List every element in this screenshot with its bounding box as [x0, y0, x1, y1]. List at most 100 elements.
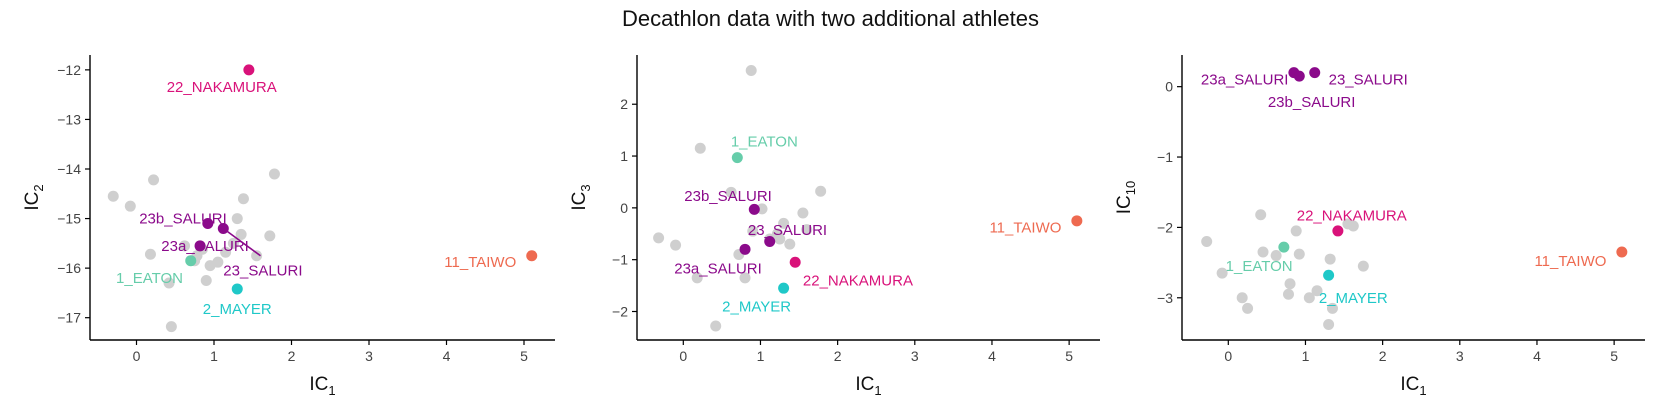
- x-tick-label: 5: [1610, 348, 1618, 364]
- background-point: [710, 320, 722, 332]
- point-label-saluri23b: 23b_SALURI: [684, 188, 772, 205]
- y-axis-subscript: 2: [31, 184, 46, 191]
- point-label-mayer: 2_MAYER: [1319, 290, 1388, 307]
- background-point: [268, 168, 280, 180]
- y-tick-label: −15: [57, 211, 81, 227]
- background-point: [1282, 288, 1294, 300]
- background-point: [1357, 260, 1369, 272]
- point-label-saluri23: 23_SALURI: [748, 222, 827, 239]
- y-tick-label: −2: [1157, 219, 1173, 235]
- background-point: [1324, 253, 1336, 265]
- highlight-point-saluri23: [217, 222, 229, 234]
- background-point: [745, 65, 757, 77]
- highlight-point-saluri23: [1309, 67, 1321, 79]
- x-tick-label: 4: [443, 348, 451, 364]
- x-tick-label: 4: [1533, 348, 1541, 364]
- highlight-point-saluri23a: [194, 240, 206, 252]
- highlight-point-taiwo: [526, 250, 538, 262]
- panel-ic2-vs-ic1: 0 1 2 3 4 5 −17 −16 −15 −14 −13 −12 IC1 IC2 1_EATON 2_M…: [22, 55, 555, 398]
- highlight-point-saluri23b: [1293, 70, 1305, 82]
- highlight-point-eaton: [731, 152, 743, 164]
- background-point: [694, 142, 706, 154]
- highlight-point-taiwo: [1616, 246, 1628, 258]
- point-label-saluri23a: 23a_SALURI: [1201, 72, 1289, 89]
- background-point: [179, 240, 191, 252]
- background-point: [227, 237, 239, 249]
- y-tick-label: −16: [57, 260, 81, 276]
- background-point: [1347, 220, 1359, 232]
- point-label-mayer: 2_MAYER: [722, 298, 791, 315]
- background-point: [739, 272, 751, 284]
- x-tick-label: 4: [988, 348, 996, 364]
- background-point: [1284, 278, 1296, 290]
- background-point: [784, 238, 796, 250]
- background-point: [231, 213, 243, 225]
- background-point: [774, 233, 786, 245]
- point-label-taiwo: 11_TAIWO: [444, 254, 516, 271]
- y-tick-label: −17: [57, 310, 81, 326]
- background-point: [1242, 302, 1254, 314]
- highlight-point-taiwo: [1071, 215, 1083, 227]
- background-point: [1216, 267, 1228, 279]
- highlight-point-saluri23: [764, 236, 776, 248]
- y-axis-title: IC2: [22, 184, 46, 210]
- point-label-nakamura: 22_NAKAMURA: [1297, 207, 1407, 224]
- background-point: [1326, 302, 1338, 314]
- background-point: [107, 190, 119, 202]
- highlight-point-nakamura: [789, 256, 801, 268]
- background-point: [797, 207, 809, 219]
- point-label-eaton: 1_EATON: [1226, 258, 1293, 275]
- point-label-eaton: 1_EATON: [731, 134, 798, 151]
- background-point: [1293, 248, 1305, 260]
- highlight-point-mayer: [778, 282, 790, 294]
- y-tick-label: −13: [57, 111, 81, 127]
- background-point: [212, 256, 224, 268]
- background-point: [220, 246, 232, 258]
- x-tick-label: 0: [679, 348, 687, 364]
- point-label-saluri23b: 23b_SALURI: [139, 211, 227, 228]
- background-point: [801, 224, 813, 236]
- background-point: [1323, 319, 1335, 331]
- point-label-saluri23a: 23a_SALURI: [674, 260, 762, 277]
- background-point: [1201, 235, 1213, 247]
- x-tick-label: 3: [365, 348, 373, 364]
- background-point: [815, 185, 827, 197]
- highlight-point-saluri23b: [202, 218, 214, 230]
- background-point: [1290, 225, 1302, 237]
- y-tick-label: 1: [620, 148, 628, 164]
- background-point: [144, 248, 156, 260]
- y-tick-label: −12: [57, 62, 81, 78]
- background-point: [670, 239, 682, 251]
- y-tick-label: −3: [1157, 290, 1173, 306]
- point-label-taiwo: 11_TAIWO: [989, 220, 1061, 237]
- x-axis-subscript: 1: [1419, 383, 1426, 398]
- background-point: [1303, 292, 1315, 304]
- background-point: [653, 232, 665, 244]
- y-tick-label: 0: [620, 200, 628, 216]
- highlight-point-nakamura: [1332, 225, 1344, 237]
- label-connector: [222, 227, 261, 257]
- x-tick-label: 1: [757, 348, 765, 364]
- panel-ic3-vs-ic1: 0 1 2 3 4 5 −2 −1 0 1 2 IC1 IC3 1_EATON 2_MAYER 22_NAKA…: [569, 55, 1100, 398]
- point-label-saluri23b: 23b_SALURI: [1268, 94, 1356, 111]
- point-label-saluri23: 23_SALURI: [1329, 72, 1408, 89]
- x-axis-title: IC1: [309, 374, 335, 398]
- x-tick-label: 3: [1456, 348, 1464, 364]
- background-point: [165, 321, 177, 333]
- x-tick-label: 5: [1065, 348, 1073, 364]
- highlight-point-eaton: [185, 255, 197, 267]
- highlight-point-mayer: [1323, 269, 1335, 281]
- y-axis-title: IC3: [569, 184, 593, 210]
- background-point: [691, 272, 703, 284]
- x-tick-label: 1: [210, 348, 218, 364]
- y-axis-subscript: 10: [1123, 181, 1138, 195]
- y-tick-label: 2: [620, 96, 628, 112]
- x-tick-label: 2: [1379, 348, 1387, 364]
- background-point: [778, 217, 790, 229]
- x-axis-subscript: 1: [328, 383, 335, 398]
- x-axis-title: IC1: [1400, 374, 1426, 398]
- x-tick-label: 0: [1224, 348, 1232, 364]
- highlight-point-eaton: [1278, 241, 1290, 253]
- highlight-point-saluri23a: [739, 243, 751, 255]
